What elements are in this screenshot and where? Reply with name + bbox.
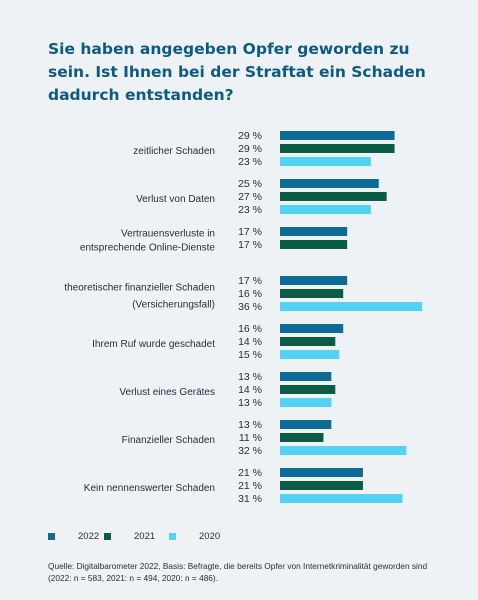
- category-label: Ihrem Ruf wurde geschadet: [92, 339, 215, 350]
- value-label: 16 %: [238, 288, 262, 300]
- category-label: Verlust eines Gerätes: [119, 387, 215, 398]
- bar-2020: [280, 446, 407, 455]
- value-label: 27 %: [238, 191, 262, 203]
- legend-label-2021: 2021: [134, 531, 156, 542]
- bar-2020: [280, 494, 403, 503]
- value-label: 32 %: [238, 445, 262, 457]
- bar-2020: [280, 157, 371, 166]
- bar-2021: [280, 192, 387, 201]
- value-label: 13 %: [238, 397, 262, 409]
- bar-2021: [280, 289, 344, 298]
- value-label: 11 %: [239, 432, 262, 444]
- legend-item-2020: 2020: [169, 531, 220, 542]
- legend-swatch-2020: [169, 533, 176, 540]
- category-label: Finanzieller Schaden: [122, 435, 215, 446]
- category-label: Vertrauensverluste in: [121, 229, 215, 240]
- legend-item-2022: 2022: [48, 531, 99, 542]
- category-label: (Versicherungsfall): [132, 300, 215, 311]
- category-label: entsprechende Online-Dienste: [80, 243, 216, 254]
- value-label: 21 %: [238, 480, 262, 492]
- bar-2022: [280, 324, 344, 333]
- bar-2020: [280, 205, 371, 214]
- source-note: Quelle: Digitalbarometer 2022, Basis: Be…: [48, 561, 428, 583]
- category-label: Verlust von Daten: [136, 194, 215, 205]
- bar-2021: [280, 481, 363, 490]
- value-label: 14 %: [238, 336, 262, 348]
- bar-2020: [280, 398, 332, 407]
- bar-2021: [280, 240, 348, 249]
- value-label: 36 %: [238, 301, 262, 313]
- legend-swatch-2022: [48, 533, 55, 540]
- bar-2020: [280, 302, 423, 311]
- category-label: Kein nennenswerter Schaden: [84, 483, 215, 494]
- value-label: 23 %: [238, 204, 262, 216]
- bar-2021: [280, 337, 336, 346]
- bar-2022: [280, 420, 332, 429]
- bar-2021: [280, 433, 324, 442]
- legend-swatch-2021: [104, 533, 111, 540]
- legend-item-2021: 2021: [104, 531, 155, 542]
- value-label: 23 %: [238, 156, 262, 168]
- value-label: 25 %: [238, 178, 262, 190]
- bar-2022: [280, 276, 348, 285]
- bar-2022: [280, 131, 395, 140]
- category-label: zeitlicher Schaden: [133, 146, 215, 157]
- value-label: 31 %: [238, 493, 262, 505]
- value-label: 17 %: [238, 226, 262, 238]
- value-label: 13 %: [238, 419, 262, 431]
- bar-2021: [280, 385, 336, 394]
- legend-label-2022: 2022: [78, 531, 100, 542]
- value-label: 17 %: [238, 239, 262, 251]
- bar-2021: [280, 144, 395, 153]
- legend-label-2020: 2020: [199, 531, 221, 542]
- value-label: 16 %: [238, 323, 262, 335]
- value-label: 13 %: [238, 371, 262, 383]
- bar-2022: [280, 372, 332, 381]
- bar-2022: [280, 468, 363, 477]
- value-label: 17 %: [238, 275, 262, 287]
- value-label: 29 %: [238, 143, 262, 155]
- bar-2022: [280, 179, 379, 188]
- value-label: 15 %: [238, 349, 262, 361]
- chart-title: Sie haben angegeben Opfer geworden zu se…: [48, 40, 426, 104]
- category-label: theoretischer finanzieller Schaden: [64, 283, 215, 294]
- bar-2022: [280, 227, 348, 236]
- bar-2020: [280, 350, 340, 359]
- value-label: 14 %: [238, 384, 262, 396]
- value-label: 29 %: [238, 130, 262, 142]
- value-label: 21 %: [238, 467, 262, 479]
